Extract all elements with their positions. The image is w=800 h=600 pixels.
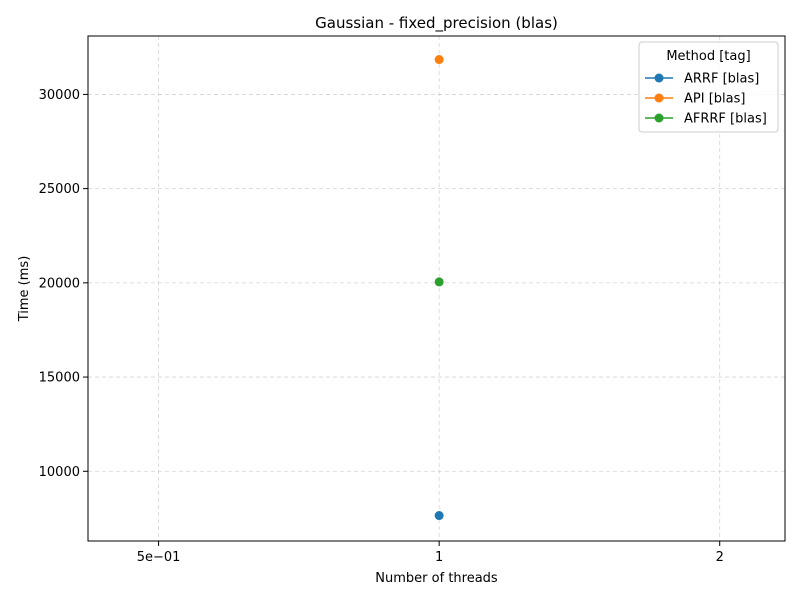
chart-title: Gaussian - fixed_precision (blas)	[315, 14, 558, 33]
legend-marker-1	[654, 73, 664, 83]
legend: Method [tag] ARRF [blas] API [blas] AFRRF …	[638, 41, 779, 133]
y-tick-label: 20000	[39, 276, 80, 291]
y-axis-label: Time (ms)	[17, 256, 32, 323]
legend-label-3: AFRRF [blas]	[684, 112, 767, 127]
legend-title: Method [tag]	[666, 49, 750, 64]
legend-entries: ARRF [blas] API [blas] AFRRF [blas]	[645, 72, 767, 127]
data-point-1	[434, 511, 444, 521]
legend-marker-3	[654, 113, 664, 123]
y-tick-label: 30000	[39, 88, 80, 103]
data-point-3	[434, 277, 444, 287]
data-series	[434, 55, 444, 521]
legend-label-2: API [blas]	[684, 92, 745, 107]
x-tick-label: 5e−01	[137, 550, 181, 565]
legend-label-1: ARRF [blas]	[684, 72, 759, 87]
legend-marker-2	[654, 93, 664, 103]
legend-box	[638, 41, 779, 133]
x-tick-label: 1	[435, 550, 443, 565]
x-tick-label: 2	[716, 550, 724, 565]
y-tick-label: 25000	[39, 182, 80, 197]
axis-ticks: 5e−01 1 2 10000 15000 20000 25000 30000	[39, 88, 724, 565]
plot-area-frame	[87, 35, 786, 542]
y-tick-label: 10000	[39, 465, 80, 480]
y-tick-label: 15000	[39, 371, 80, 386]
x-axis-label: Number of threads	[375, 571, 498, 586]
data-point-2	[434, 55, 444, 65]
